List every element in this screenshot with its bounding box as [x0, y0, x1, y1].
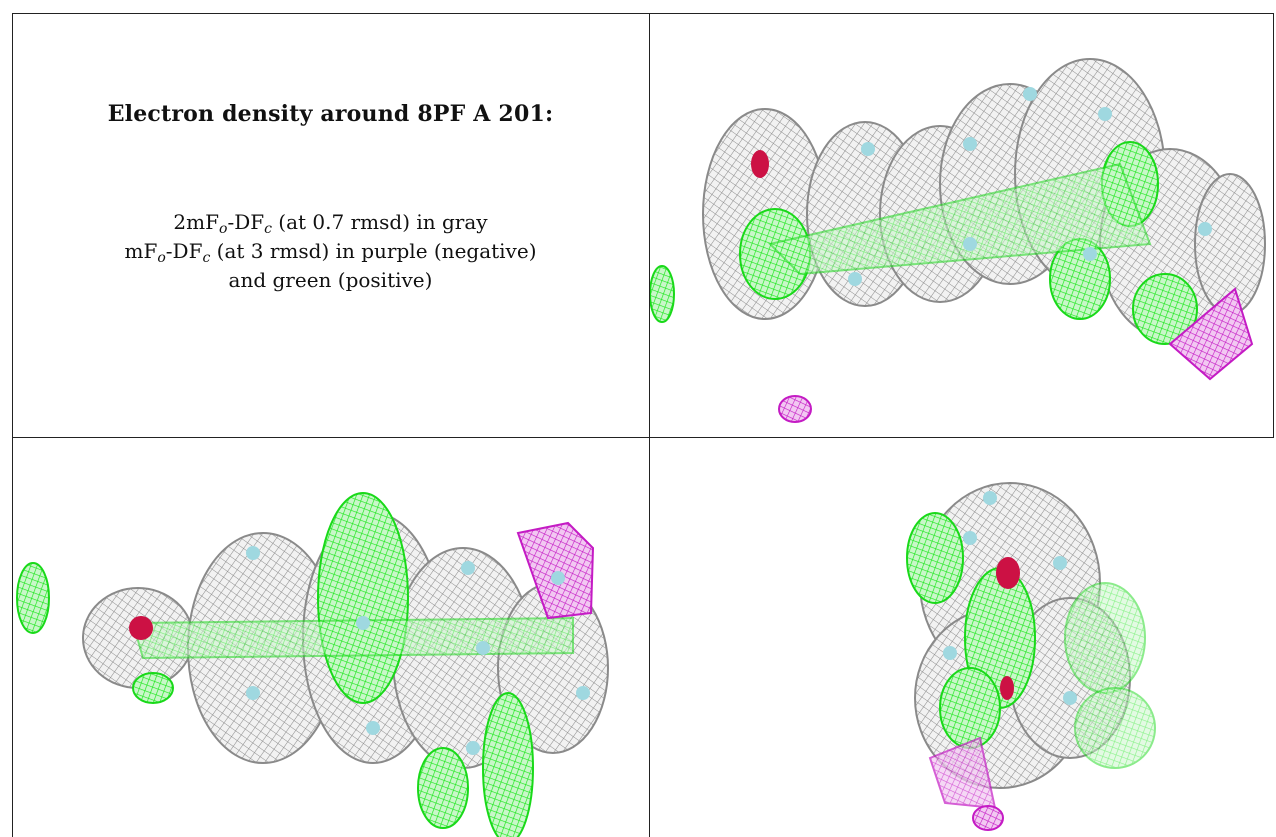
table-border-right — [1273, 13, 1274, 437]
atom-markers — [751, 87, 1212, 286]
caption-title: Electron density around 8PF A 201: — [107, 101, 554, 127]
figure-table: Electron density around 8PF A 201: 2mFo-… — [12, 13, 1274, 837]
atom-markers — [943, 491, 1077, 705]
legend-line-purple-sub-o: o — [157, 250, 166, 266]
legend-line-gray-suffix: (at 0.7 rmsd) in gray — [271, 210, 488, 234]
legend-line-gray-mid: -DF — [227, 210, 265, 234]
legend-line-gray-prefix: 2mF — [173, 210, 219, 234]
density-panel-top-right — [650, 14, 1273, 437]
negative-density — [928, 736, 1004, 831]
density-render-bottom-right — [906, 482, 1156, 831]
table-border-top — [12, 13, 1274, 14]
legend-line-purple-sub-c: c — [202, 250, 211, 266]
legend-line-gray: 2mFo-DFc (at 0.7 rmsd) in gray — [12, 208, 649, 237]
legend-line-purple-mid: -DF — [165, 239, 203, 263]
negative-density — [778, 287, 1254, 423]
density-panel-bottom-left — [13, 438, 649, 837]
legend-line-gray-sub-o: o — [219, 221, 228, 237]
table-border-middle — [12, 437, 1274, 438]
positive-density — [16, 492, 574, 837]
legend-line-purple-suffix: (at 3 rmsd) in purple (negative) — [210, 239, 537, 263]
legend-line-gray-sub-c: c — [264, 221, 272, 237]
legend-line-purple-prefix: mF — [124, 239, 158, 263]
table-border-center — [649, 13, 650, 837]
legend-line-purple: mFo-DFc (at 3 rmsd) in purple (negative) — [12, 237, 649, 266]
caption-cell: Electron density around 8PF A 201: 2mFo-… — [12, 13, 649, 437]
caption-legend: 2mFo-DFc (at 0.7 rmsd) in gray mFo-DFc (… — [12, 208, 649, 295]
density-render-bottom-left — [16, 492, 609, 837]
table-border-left — [12, 13, 13, 837]
positive-density — [650, 141, 1198, 345]
positive-density — [906, 512, 1156, 769]
density-render-top-right — [650, 58, 1266, 423]
legend-line-green: and green (positive) — [228, 268, 433, 292]
atom-markers — [129, 546, 590, 755]
density-panel-bottom-right — [650, 438, 1273, 837]
negative-density — [516, 521, 595, 620]
